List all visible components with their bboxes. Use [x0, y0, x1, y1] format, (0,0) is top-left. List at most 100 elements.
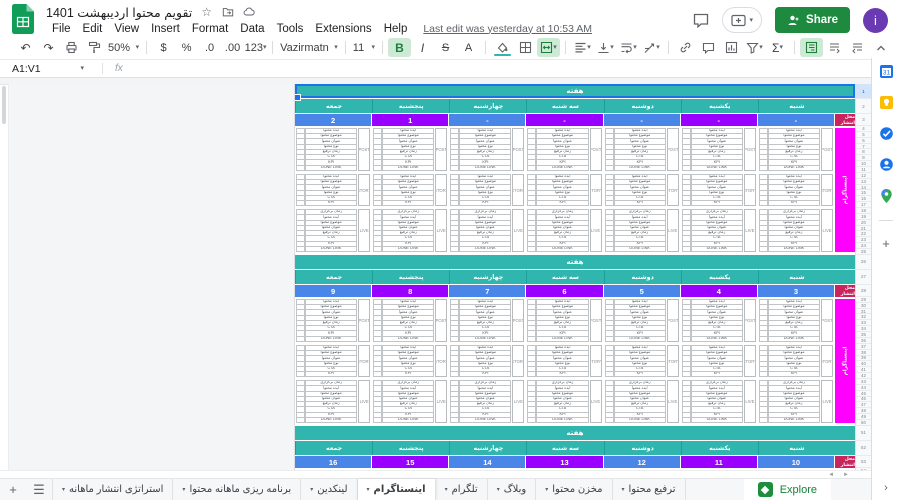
field-label-cell[interactable]: DONE LINK [614, 336, 666, 342]
section-name-cell[interactable]: POST [667, 128, 679, 171]
field-label-cell[interactable]: DONE LINK [768, 336, 820, 342]
sheet-tab-menu-icon[interactable]: ▾ [62, 487, 65, 493]
section-name-cell[interactable]: STORY [821, 174, 833, 207]
scroll-left-icon[interactable]: ◄ [828, 472, 834, 478]
row-number[interactable]: 53 [856, 456, 871, 468]
star-icon[interactable]: ☆ [201, 6, 213, 18]
italic-button[interactable]: I [411, 38, 434, 57]
field-label-cell[interactable]: KPI [536, 371, 588, 377]
day-name-cell[interactable]: جمعه [295, 270, 372, 284]
entry-cell[interactable] [605, 200, 614, 206]
sheet-tab-menu-icon[interactable]: ▾ [545, 487, 548, 493]
day-name-cell[interactable]: چهارشنبه [449, 270, 526, 284]
section-name-cell[interactable]: STORY [512, 174, 524, 207]
horizontal-scrollbar[interactable]: ◄ ► [0, 470, 871, 478]
day-name-cell[interactable]: پنجشنبه [372, 441, 449, 455]
field-label-cell[interactable]: KPI [305, 371, 357, 377]
section-name-cell[interactable]: LIVE [435, 380, 447, 423]
move-folder-icon[interactable] [222, 6, 234, 18]
day-number-cell[interactable]: 4 [681, 285, 757, 297]
entry-cell[interactable] [450, 165, 459, 171]
document-title[interactable]: تقویم محتوا اردیبهشت 1401 [46, 5, 192, 20]
week-header-cell[interactable]: هفته [295, 426, 855, 441]
text-rotation-icon[interactable]: ▾ [640, 38, 663, 57]
section-name-cell[interactable]: POST [744, 128, 756, 171]
strikethrough-button[interactable]: S [434, 38, 457, 57]
entry-cell[interactable] [682, 371, 691, 377]
increase-decimal-button[interactable]: .00 [221, 38, 244, 57]
section-name-cell[interactable]: LIVE [435, 209, 447, 252]
print-icon[interactable] [60, 38, 83, 57]
day-name-cell[interactable]: دوشنبه [604, 270, 681, 284]
day-number-cell[interactable]: - [526, 114, 602, 126]
section-name-cell[interactable]: STORY [821, 345, 833, 378]
sheet-tab-active[interactable]: ▾اینستاگرام [358, 479, 436, 500]
bold-button[interactable]: B [388, 38, 411, 57]
vertical-align-icon[interactable]: ▾ [594, 38, 617, 57]
sheet-tab[interactable]: ▾وبلاگ [488, 479, 537, 500]
sheet-tab-menu-icon[interactable]: ▾ [445, 487, 448, 493]
field-label-cell[interactable]: KPI [614, 371, 666, 377]
entry-cell[interactable] [373, 246, 382, 252]
section-name-cell[interactable]: POST [512, 299, 524, 342]
entry-cell[interactable] [373, 336, 382, 342]
section-name-cell[interactable]: STORY [744, 345, 756, 378]
calendar-icon[interactable]: 31 [879, 64, 894, 79]
section-name-cell[interactable]: LIVE [667, 209, 679, 252]
row-number[interactable]: 1 [856, 84, 871, 99]
menu-view[interactable]: View [108, 23, 145, 35]
entry-cell[interactable] [450, 371, 459, 377]
field-label-cell[interactable]: DONE LINK [305, 336, 357, 342]
sheet-tab[interactable]: ▾مخزن محتوا [536, 479, 612, 500]
section-name-cell[interactable]: POST [590, 128, 602, 171]
field-label-cell[interactable]: DONE LINK [459, 336, 511, 342]
field-label-cell[interactable]: DONE LINK [305, 246, 357, 252]
field-label-cell[interactable]: DONE LINK [459, 417, 511, 423]
day-name-cell[interactable]: سه شنبه [526, 441, 603, 455]
tasks-icon[interactable] [879, 126, 894, 141]
section-name-cell[interactable]: LIVE [512, 380, 524, 423]
section-name-cell[interactable]: LIVE [744, 209, 756, 252]
channel-cell[interactable]: اینستاگرام [835, 299, 855, 423]
field-label-cell[interactable]: DONE LINK [382, 417, 434, 423]
entry-cell[interactable] [527, 336, 536, 342]
entry-cell[interactable] [605, 371, 614, 377]
account-avatar[interactable]: i [863, 8, 888, 33]
day-number-cell[interactable]: 11 [681, 456, 757, 468]
day-number-cell[interactable]: - [758, 114, 834, 126]
text-direction-ltr-icon[interactable] [823, 38, 846, 57]
day-number-cell[interactable]: 1 [372, 114, 448, 126]
entry-cell[interactable] [450, 246, 459, 252]
entry-cell[interactable] [605, 165, 614, 171]
day-number-cell[interactable]: 9 [295, 285, 371, 297]
day-number-cell[interactable]: 13 [526, 456, 602, 468]
section-name-cell[interactable]: LIVE [590, 209, 602, 252]
week-header-cell[interactable]: هفته [295, 84, 855, 99]
menu-format[interactable]: Format [186, 23, 234, 35]
merge-cells-icon[interactable]: ▾ [537, 38, 560, 57]
entry-cell[interactable] [296, 371, 305, 377]
entry-cell[interactable] [450, 200, 459, 206]
add-sheet-icon[interactable]: + [0, 479, 26, 500]
section-name-cell[interactable]: STORY [512, 345, 524, 378]
text-wrap-icon[interactable]: ▾ [617, 38, 640, 57]
sheet-tab-menu-icon[interactable]: ▾ [497, 487, 500, 493]
section-name-cell[interactable]: STORY [744, 174, 756, 207]
row-number[interactable]: 51 [856, 426, 871, 441]
day-number-cell[interactable]: - [681, 114, 757, 126]
section-name-cell[interactable]: POST [358, 128, 370, 171]
decrease-decimal-button[interactable]: .0 [198, 38, 221, 57]
entry-cell[interactable] [373, 165, 382, 171]
share-button[interactable]: Share [775, 7, 850, 33]
menu-help[interactable]: Help [378, 23, 414, 35]
publish-place-cell[interactable]: محل انتشار [835, 114, 855, 126]
field-label-cell[interactable]: DONE LINK [305, 417, 357, 423]
menu-edit[interactable]: Edit [77, 23, 109, 35]
entry-cell[interactable] [296, 336, 305, 342]
scroll-right-icon[interactable]: ► [843, 472, 849, 478]
sheet-tab-menu-icon[interactable]: ▾ [367, 487, 370, 493]
entry-cell[interactable] [682, 200, 691, 206]
field-label-cell[interactable]: KPI [691, 371, 743, 377]
menu-insert[interactable]: Insert [145, 23, 186, 35]
cloud-saved-icon[interactable] [243, 6, 255, 18]
